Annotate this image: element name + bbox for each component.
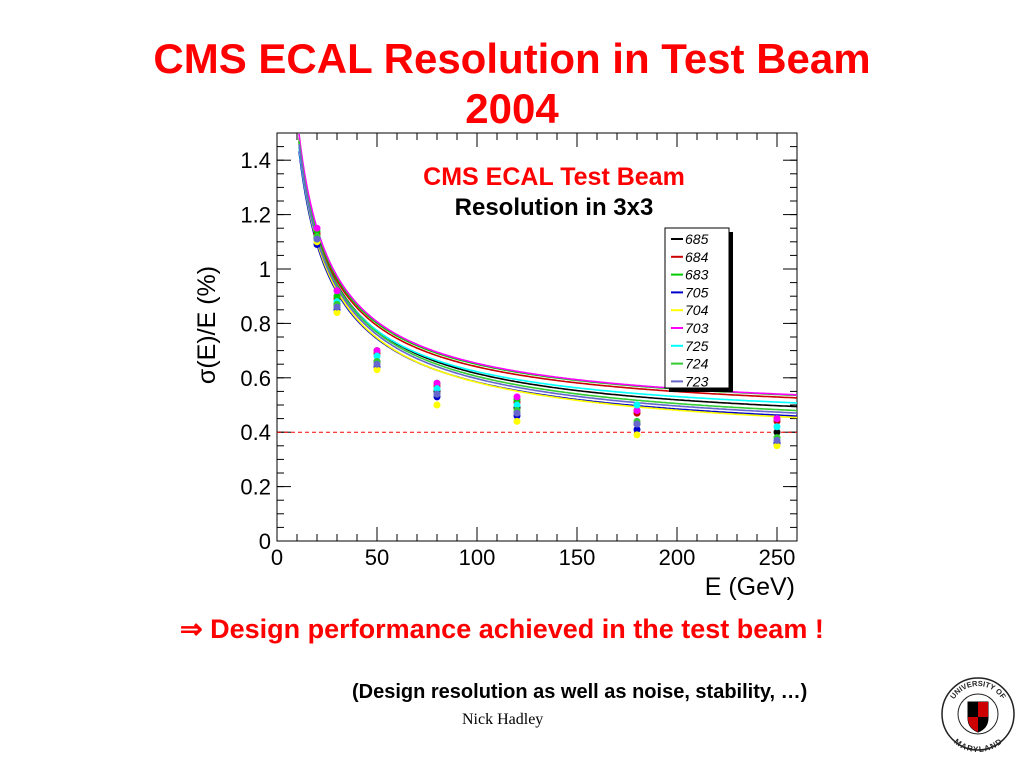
data-point-723 — [633, 420, 641, 428]
footnote: (Design resolution as well as noise, sta… — [352, 681, 808, 703]
data-point-725 — [513, 401, 521, 409]
data-point-723 — [313, 235, 321, 243]
data-point-704 — [333, 309, 341, 317]
data-point-723 — [433, 390, 441, 398]
data-point-704 — [633, 431, 641, 439]
fit-curve-704 — [298, 146, 797, 419]
legend-entry-683: 683 — [685, 267, 709, 283]
data-point-704 — [433, 401, 441, 409]
resolution-chart: 0 0.2 0.4 0.6 0.8 1 1.2 1.4 0 50 100 150 200 250 685 68… — [193, 132, 798, 601]
data-point-703 — [433, 379, 441, 387]
data-point-723 — [333, 303, 341, 311]
slide-title-line1: CMS ECAL Resolution in Test Beam — [153, 35, 871, 82]
data-point-703 — [633, 406, 641, 414]
data-point-723 — [373, 360, 381, 368]
implies-arrow-icon: ⇒ — [180, 614, 203, 644]
legend-entry-704: 704 — [685, 302, 709, 318]
legend-entry-724: 724 — [685, 356, 709, 372]
x-tick-label: 250 — [759, 545, 796, 570]
legend-entry-703: 703 — [685, 320, 709, 336]
data-point-725 — [633, 401, 641, 409]
data-point-725 — [773, 423, 781, 431]
x-tick-label: 200 — [659, 545, 696, 570]
data-point-703 — [333, 287, 341, 295]
legend-entry-705: 705 — [685, 284, 709, 300]
legend-entry-723: 723 — [685, 373, 709, 389]
author-name: Nick Hadley — [462, 711, 544, 728]
y-tick-label: 1.4 — [240, 148, 271, 173]
y-tick-label: 1.2 — [240, 203, 271, 228]
y-tick-label: 1 — [259, 257, 271, 282]
y-axis-label: σ(E)/E (%) — [193, 266, 221, 384]
x-tick-label: 100 — [459, 545, 496, 570]
legend-entry-725: 725 — [685, 338, 709, 354]
x-axis-label: E (GeV) — [705, 573, 795, 601]
chart-subtitle: Resolution in 3x3 — [455, 194, 654, 221]
legend-entry-685: 685 — [685, 231, 709, 247]
y-tick-label: 0.8 — [240, 311, 271, 336]
fit-curve-723 — [298, 144, 797, 414]
data-point-723 — [773, 436, 781, 444]
data-point-725 — [433, 385, 441, 393]
fit-curve-725 — [298, 147, 797, 404]
y-tick-label: 0 — [259, 529, 271, 554]
fit-curve-684 — [298, 140, 797, 399]
data-point-704 — [513, 417, 521, 425]
y-tick-label: 0.6 — [240, 366, 271, 391]
x-tick-label: 150 — [559, 545, 596, 570]
chart-title: CMS ECAL Test Beam — [423, 163, 685, 191]
data-point-705 — [633, 425, 641, 433]
data-point-725 — [373, 352, 381, 360]
legend-box — [664, 227, 730, 389]
data-point-704 — [373, 366, 381, 374]
data-point-703 — [513, 393, 521, 401]
slide-title: CMS ECAL Resolution in Test Beam 2004 — [40, 34, 984, 134]
data-point-703 — [373, 347, 381, 355]
university-of-maryland-seal-icon: UNIVERSITY OF MARYLAND — [941, 677, 1015, 752]
y-tick-label: 0.2 — [240, 475, 271, 500]
slide-title-line2: 2004 — [465, 85, 559, 132]
data-point-703 — [773, 415, 781, 423]
data-point-683 — [333, 292, 341, 300]
x-tick-label: 50 — [365, 545, 389, 570]
x-tick-label: 0 — [271, 545, 283, 570]
data-point-723 — [513, 409, 521, 417]
conclusion-label: Design performance achieved in the test … — [210, 614, 824, 644]
fit-curve-724 — [298, 140, 797, 412]
data-point-704 — [773, 442, 781, 450]
data-point-703 — [313, 224, 321, 232]
legend-entry-684: 684 — [685, 249, 709, 265]
conclusion-text: ⇒ Design performance achieved in the tes… — [180, 614, 824, 645]
data-point-685 — [773, 428, 781, 436]
y-tick-label: 0.4 — [240, 420, 271, 445]
